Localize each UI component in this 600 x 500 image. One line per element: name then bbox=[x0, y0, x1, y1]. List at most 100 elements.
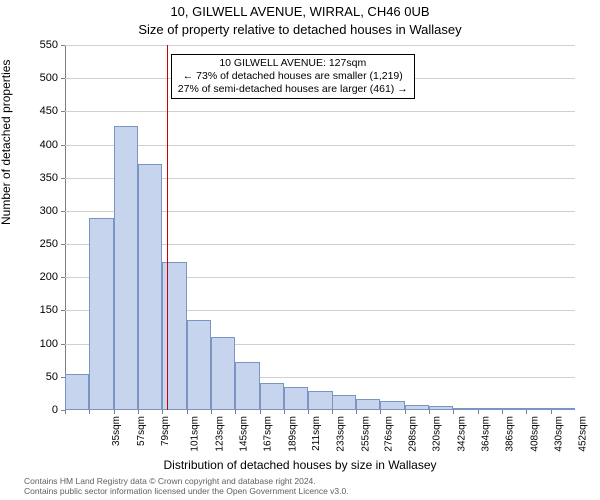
attribution-line: Contains public sector information licen… bbox=[24, 487, 349, 497]
x-tick-mark bbox=[356, 410, 357, 414]
y-tick-label: 450 bbox=[28, 105, 58, 117]
x-tick-label: 167sqm bbox=[263, 416, 274, 452]
histogram-bar bbox=[65, 374, 89, 411]
x-tick-mark bbox=[429, 410, 430, 414]
y-axis-line bbox=[65, 45, 66, 410]
x-tick-label: 298sqm bbox=[408, 416, 419, 452]
x-tick-label: 276sqm bbox=[383, 416, 394, 452]
gridline bbox=[65, 111, 575, 112]
y-tick-mark bbox=[61, 277, 65, 278]
x-tick-mark bbox=[308, 410, 309, 414]
chart-title: 10, GILWELL AVENUE, WIRRAL, CH46 0UB bbox=[0, 4, 600, 19]
plot-area bbox=[65, 45, 575, 410]
x-tick-label: 145sqm bbox=[238, 416, 249, 452]
x-tick-label: 233sqm bbox=[336, 416, 347, 452]
x-tick-label: 430sqm bbox=[554, 416, 565, 452]
x-tick-label: 255sqm bbox=[360, 416, 371, 452]
y-tick-label: 50 bbox=[28, 371, 58, 383]
y-tick-mark bbox=[61, 178, 65, 179]
x-tick-mark bbox=[260, 410, 261, 414]
x-tick-mark bbox=[235, 410, 236, 414]
x-tick-mark bbox=[478, 410, 479, 414]
x-tick-mark bbox=[138, 410, 139, 414]
callout-box: 10 GILWELL AVENUE: 127sqm← 73% of detach… bbox=[171, 54, 415, 99]
y-tick-mark bbox=[61, 211, 65, 212]
x-tick-mark bbox=[453, 410, 454, 414]
y-axis-label: Number of detached properties bbox=[0, 60, 13, 225]
histogram-bar bbox=[138, 164, 162, 410]
histogram-bar bbox=[211, 337, 235, 410]
chart-subtitle: Size of property relative to detached ho… bbox=[0, 22, 600, 37]
y-tick-label: 400 bbox=[28, 139, 58, 151]
histogram-bar bbox=[89, 218, 113, 410]
x-tick-label: 101sqm bbox=[190, 416, 201, 452]
histogram-bar bbox=[429, 406, 453, 410]
histogram-bar bbox=[308, 391, 332, 410]
x-axis-label: Distribution of detached houses by size … bbox=[0, 458, 600, 472]
y-tick-label: 350 bbox=[28, 172, 58, 184]
histogram-bar bbox=[235, 362, 259, 410]
y-tick-label: 150 bbox=[28, 304, 58, 316]
histogram-bar bbox=[284, 387, 308, 410]
histogram-bar bbox=[260, 383, 284, 410]
y-tick-mark bbox=[61, 310, 65, 311]
x-tick-mark bbox=[551, 410, 552, 414]
gridline bbox=[65, 45, 575, 46]
y-tick-label: 200 bbox=[28, 271, 58, 283]
y-tick-label: 500 bbox=[28, 72, 58, 84]
x-tick-label: 79sqm bbox=[160, 416, 171, 446]
x-tick-mark bbox=[284, 410, 285, 414]
x-tick-mark bbox=[211, 410, 212, 414]
y-tick-label: 0 bbox=[28, 404, 58, 416]
histogram-bar bbox=[405, 405, 429, 410]
callout-line: 27% of semi-detached houses are larger (… bbox=[178, 83, 408, 96]
histogram-bar bbox=[453, 408, 477, 410]
histogram-bar bbox=[551, 408, 575, 410]
y-tick-mark bbox=[61, 145, 65, 146]
y-tick-label: 250 bbox=[28, 238, 58, 250]
y-tick-mark bbox=[61, 78, 65, 79]
x-tick-label: 123sqm bbox=[214, 416, 225, 452]
gridline bbox=[65, 145, 575, 146]
x-tick-mark bbox=[187, 410, 188, 414]
histogram-bar bbox=[187, 320, 211, 410]
y-tick-label: 100 bbox=[28, 338, 58, 350]
histogram-bar bbox=[502, 408, 526, 410]
x-tick-label: 364sqm bbox=[481, 416, 492, 452]
y-tick-mark bbox=[61, 344, 65, 345]
y-tick-label: 550 bbox=[28, 39, 58, 51]
x-tick-label: 386sqm bbox=[505, 416, 516, 452]
x-tick-mark bbox=[502, 410, 503, 414]
histogram-bar bbox=[526, 408, 550, 410]
y-tick-mark bbox=[61, 111, 65, 112]
x-tick-mark bbox=[405, 410, 406, 414]
x-tick-label: 211sqm bbox=[311, 416, 322, 451]
histogram-bar bbox=[380, 401, 404, 410]
x-tick-mark bbox=[332, 410, 333, 414]
histogram-bar bbox=[114, 126, 138, 410]
histogram-bar bbox=[478, 408, 502, 410]
histogram-bar bbox=[332, 395, 356, 410]
x-tick-label: 57sqm bbox=[136, 416, 147, 446]
x-tick-label: 189sqm bbox=[287, 416, 298, 452]
x-tick-mark bbox=[114, 410, 115, 414]
x-tick-mark bbox=[526, 410, 527, 414]
x-tick-label: 408sqm bbox=[529, 416, 540, 452]
callout-line: 10 GILWELL AVENUE: 127sqm bbox=[178, 57, 408, 70]
x-tick-label: 452sqm bbox=[578, 416, 589, 452]
marker-line bbox=[167, 45, 169, 410]
x-tick-mark bbox=[89, 410, 90, 414]
y-tick-mark bbox=[61, 244, 65, 245]
x-tick-mark bbox=[380, 410, 381, 414]
x-tick-label: 320sqm bbox=[432, 416, 443, 452]
x-tick-label: 35sqm bbox=[111, 416, 122, 446]
y-tick-label: 300 bbox=[28, 205, 58, 217]
callout-line: ← 73% of detached houses are smaller (1,… bbox=[178, 70, 408, 83]
attribution: Contains HM Land Registry data © Crown c… bbox=[24, 477, 349, 497]
y-tick-mark bbox=[61, 45, 65, 46]
x-tick-mark bbox=[162, 410, 163, 414]
histogram-bar bbox=[356, 399, 380, 410]
x-tick-label: 342sqm bbox=[456, 416, 467, 452]
chart-container: 10, GILWELL AVENUE, WIRRAL, CH46 0UB Siz… bbox=[0, 0, 600, 500]
x-tick-mark bbox=[65, 410, 66, 414]
